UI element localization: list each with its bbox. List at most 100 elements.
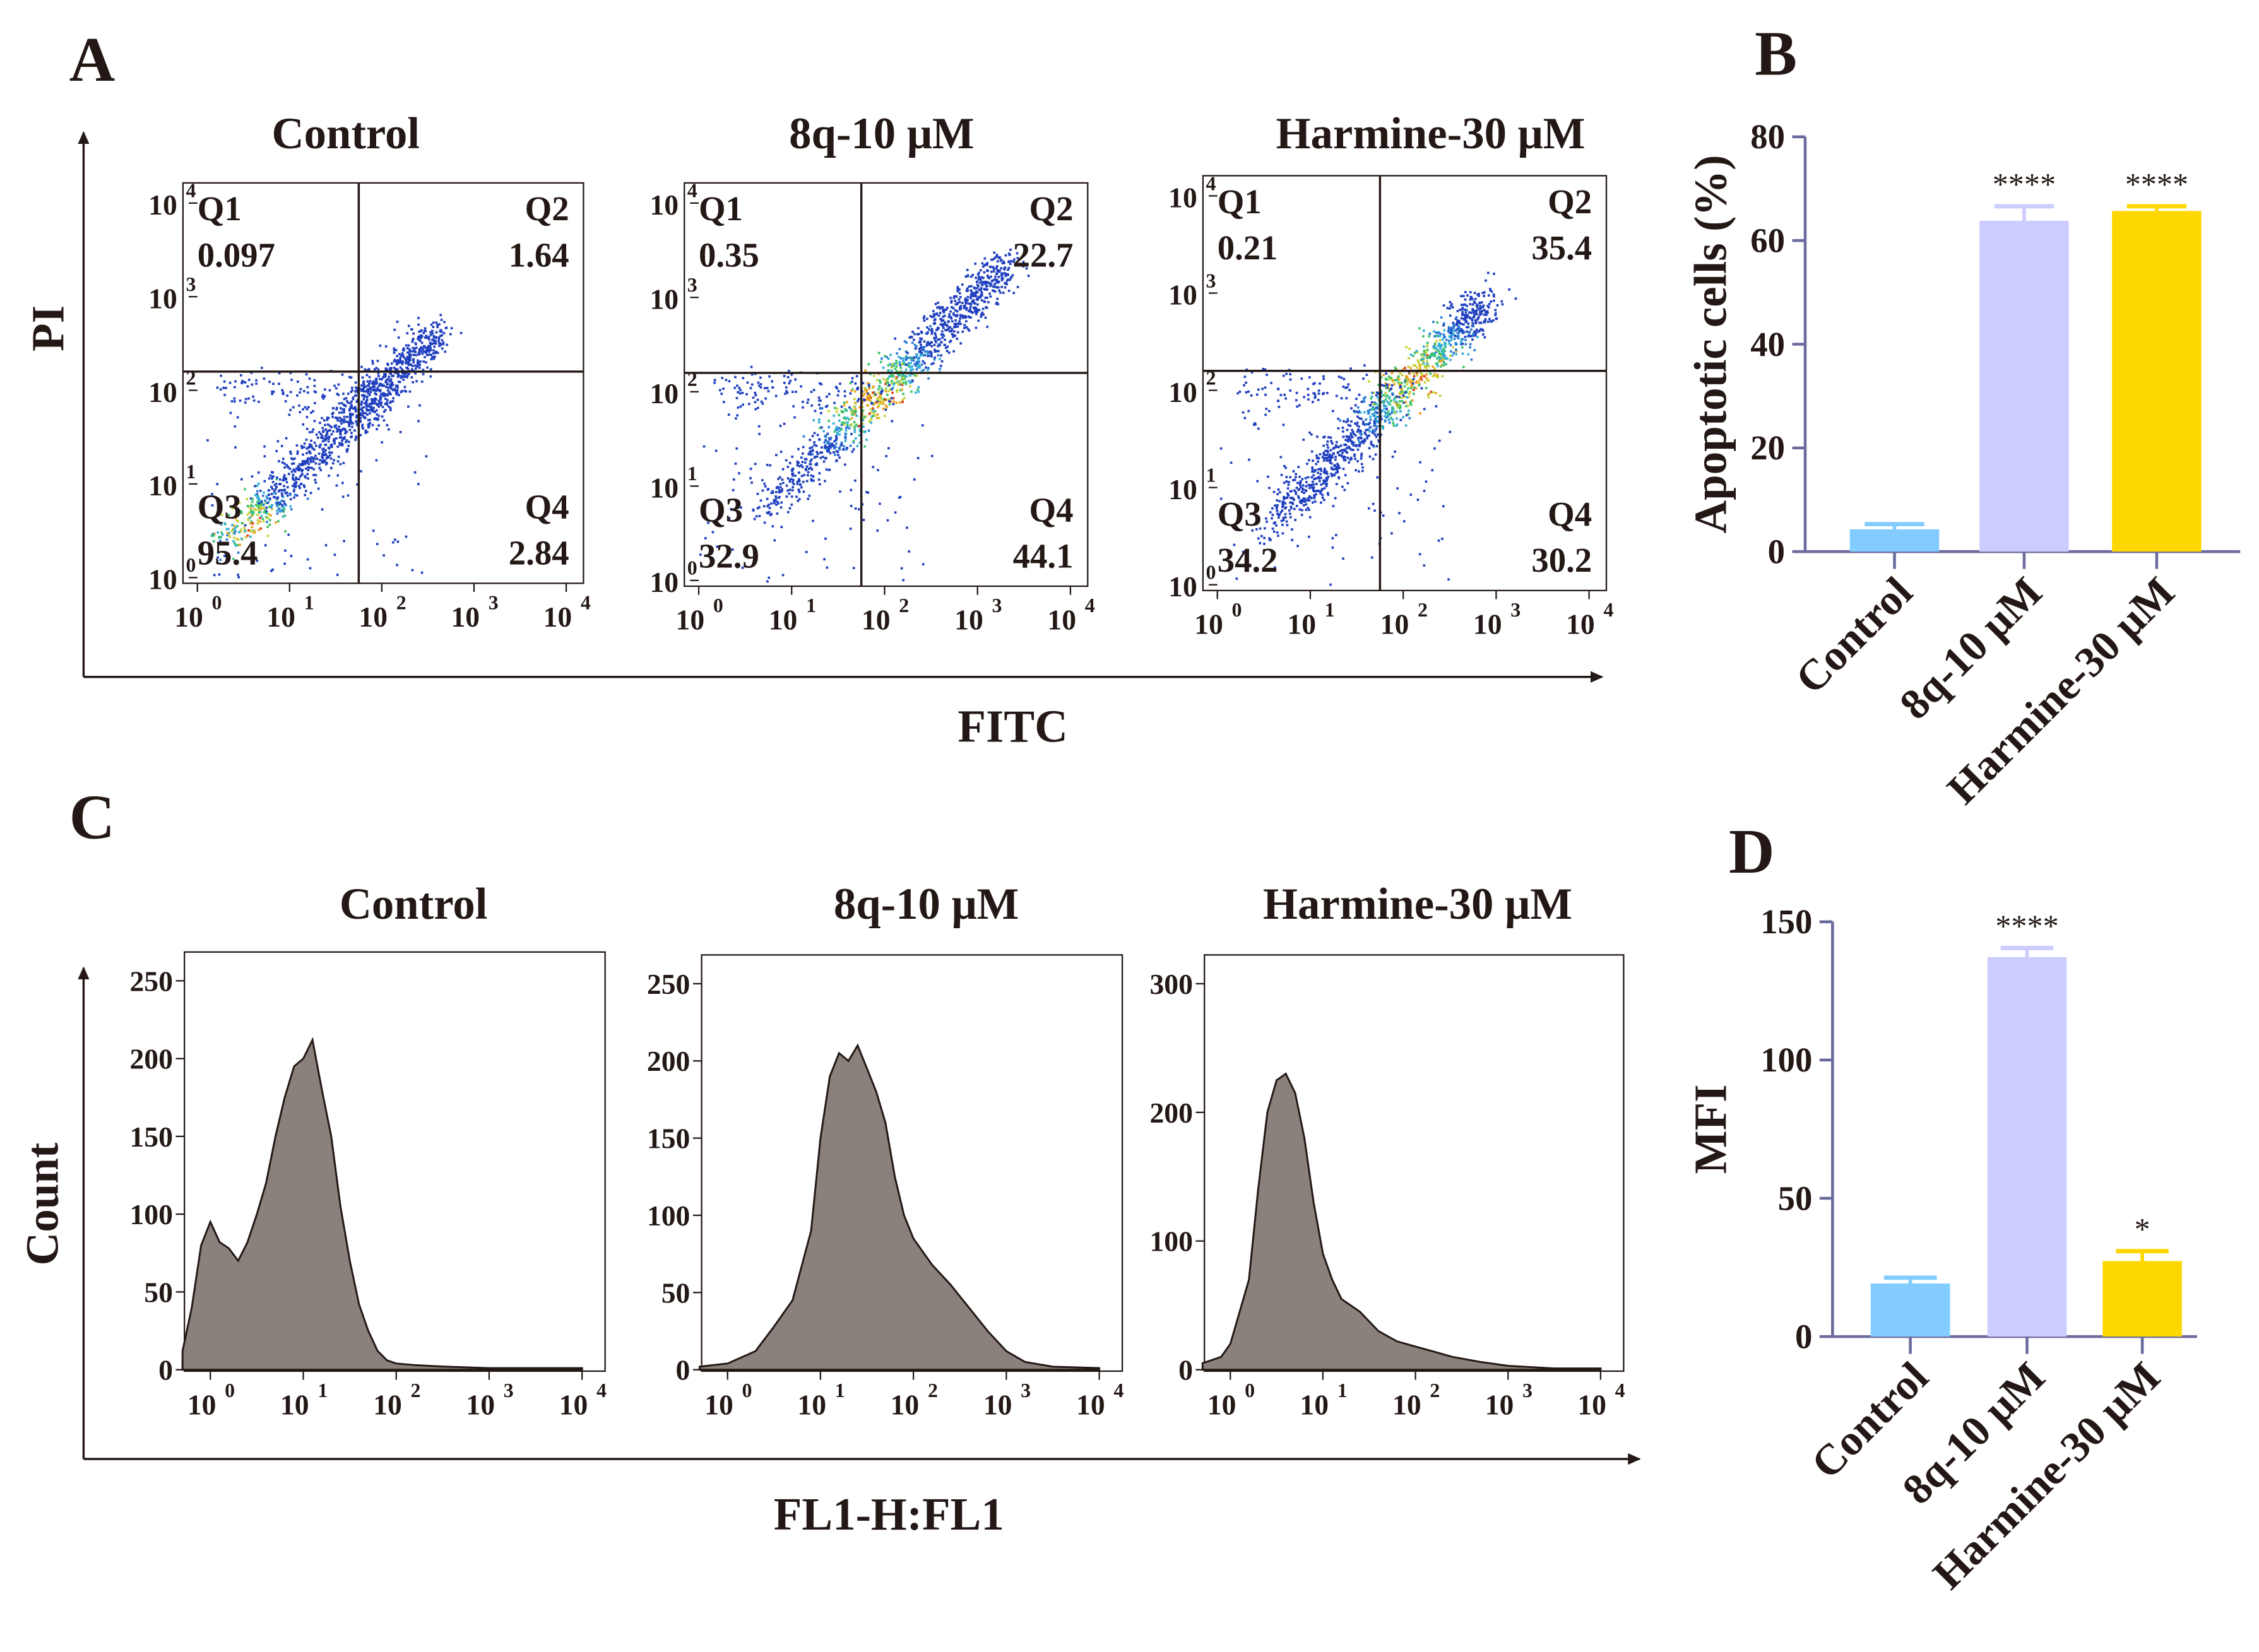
scatter-point [1404, 377, 1408, 379]
scatter-point [273, 483, 276, 487]
scatter-point [935, 341, 937, 343]
scatter-point [1424, 366, 1426, 369]
scatter-point [1312, 392, 1315, 394]
scatter-point [278, 504, 280, 507]
scatter-point [1351, 449, 1355, 451]
scatter-point [1357, 437, 1360, 439]
scatter-point [1289, 501, 1292, 504]
scatter-point [1462, 323, 1465, 326]
scatter-point [796, 480, 799, 483]
scatter-point [868, 412, 871, 415]
scatter-point [1404, 391, 1407, 394]
scatter-point [927, 343, 929, 345]
scatter-point [225, 387, 227, 389]
scatter-point [803, 457, 807, 461]
scatter-point [1003, 262, 1005, 264]
scatter-point [236, 544, 239, 546]
scatter-point [1316, 435, 1319, 438]
scatter-point [277, 490, 280, 493]
scatter-point [916, 333, 919, 336]
scatter-point [233, 524, 236, 528]
scatter-point [1322, 482, 1325, 485]
scatter-point [850, 488, 853, 492]
scatter-point [1264, 368, 1267, 371]
scatter-point [1291, 528, 1293, 531]
scatter-point [351, 386, 353, 389]
scatter-point [903, 361, 906, 364]
scatter-point [372, 386, 374, 388]
scatter-point [877, 388, 880, 391]
scatter-point [356, 389, 359, 392]
scatter-point [809, 450, 812, 453]
scatter-point [392, 541, 394, 544]
scatter-point [1359, 436, 1362, 439]
scatter-point [287, 486, 289, 488]
scatter-point [386, 401, 388, 404]
scatter-point [983, 257, 987, 260]
scatter-point [1423, 354, 1426, 357]
scatter-point [236, 524, 239, 528]
scatter-point [884, 388, 887, 391]
scatter-point [902, 392, 904, 396]
x-tick-label: 10 [891, 1388, 920, 1420]
scatter-point [371, 360, 374, 363]
scatter-point [226, 532, 229, 534]
scatter-point [997, 286, 1000, 289]
scatter-point [759, 499, 762, 502]
scatter-point [1374, 417, 1377, 420]
scatter-point [376, 543, 379, 545]
scatter-point [355, 422, 359, 425]
scatter-point [1255, 528, 1258, 531]
scatter-point [366, 430, 369, 434]
scatter-point [432, 326, 435, 328]
scatter-point [1363, 439, 1367, 442]
scatter-point [308, 431, 311, 434]
scatter-point [441, 334, 443, 337]
scatter-point [324, 544, 328, 546]
scatter-point [1380, 389, 1383, 392]
scatter-point [766, 580, 769, 583]
scatter-point [292, 474, 295, 476]
scatter-point [746, 381, 749, 384]
scatter-point [788, 488, 792, 492]
scatter-point [368, 403, 371, 405]
scatter-point [1317, 468, 1320, 471]
scatter-point [1451, 326, 1454, 329]
scatter-point [867, 383, 870, 386]
scatter-point [324, 463, 328, 466]
scatter-point [314, 444, 317, 447]
scatter-point [958, 292, 961, 295]
scatter-point [866, 382, 869, 384]
scatter-point [412, 353, 415, 357]
scatter-point [1466, 330, 1468, 333]
scatter-point [909, 374, 911, 377]
scatter-point [817, 478, 821, 481]
scatter-point [328, 447, 331, 450]
scatter-point [1399, 406, 1402, 409]
scatter-point [850, 417, 853, 420]
scatter-point [400, 360, 402, 363]
scatter-point [887, 389, 891, 392]
scatter-point [432, 349, 435, 352]
scatter-point [855, 410, 857, 413]
scatter-point [929, 325, 932, 327]
scatter-point [742, 403, 744, 406]
scatter-point [1404, 401, 1408, 404]
scatter-point [833, 430, 836, 433]
quadrant-value-q2: 35.4 [1531, 228, 1592, 267]
scatter-point [438, 345, 441, 348]
scatter-point [377, 417, 379, 420]
scatter-point [429, 341, 432, 345]
scatter-point [872, 411, 875, 415]
scatter-point [1473, 300, 1476, 304]
scatter-point [226, 534, 229, 536]
scatter-point [384, 373, 387, 376]
scatter-point [1297, 495, 1300, 498]
scatter-point [884, 355, 886, 358]
scatter-point [1480, 301, 1483, 304]
scatter-point [1298, 475, 1301, 478]
scatter-point [432, 352, 435, 355]
scatter-point [429, 333, 432, 336]
scatter-point [444, 350, 447, 353]
scatter-point [1492, 299, 1495, 302]
